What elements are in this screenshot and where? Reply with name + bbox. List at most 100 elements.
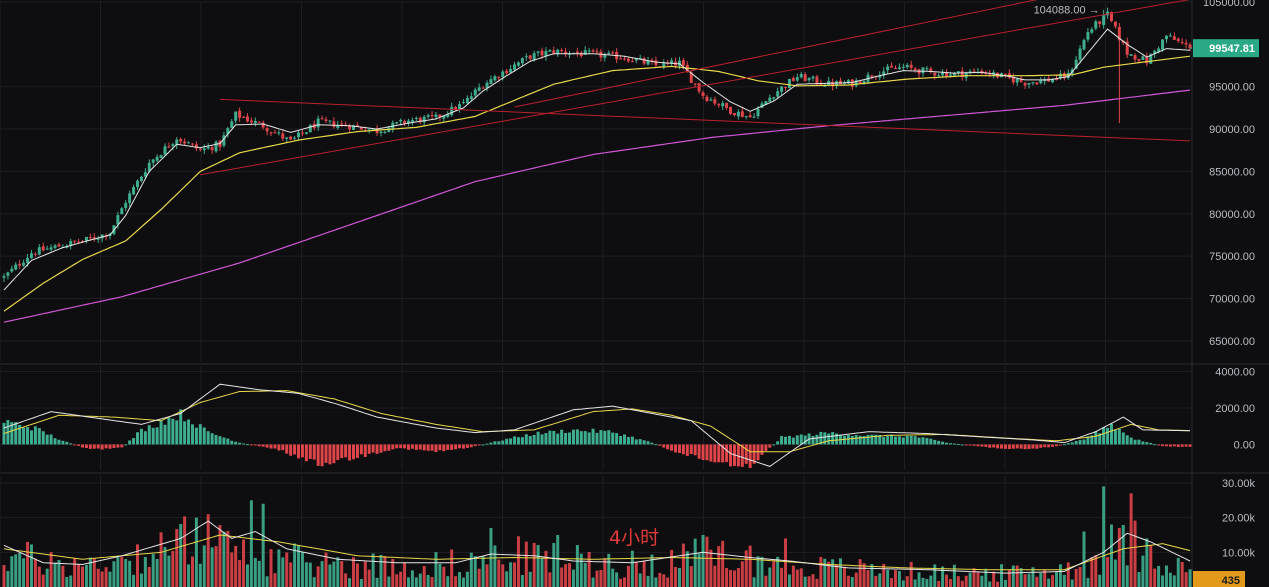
volume-bar [513, 562, 517, 587]
candle-body [803, 74, 807, 82]
macd-bar [132, 438, 136, 445]
volume-bar [163, 547, 167, 587]
macd-bar [359, 444, 363, 455]
volume-bar [858, 559, 862, 587]
macd-bar [100, 444, 104, 450]
macd-bar [312, 444, 316, 460]
volume-bar [1137, 572, 1141, 587]
candle-body [332, 121, 336, 127]
volume-bar [320, 561, 324, 587]
macd-bar [14, 422, 18, 445]
volume-bar [835, 564, 839, 587]
volume-bar [709, 549, 713, 587]
candle-body [1125, 41, 1129, 55]
volume-bars [2, 486, 1192, 587]
candle-body [638, 57, 642, 59]
macd-bar [520, 437, 524, 445]
volume-bar [426, 574, 430, 587]
macd-bar [564, 433, 568, 445]
macd-bar [1011, 444, 1015, 449]
volume-bar [41, 574, 45, 587]
macd-bar [705, 444, 709, 461]
macd-bar [143, 431, 147, 445]
volume-bar [155, 559, 159, 587]
macd-bar [1058, 444, 1062, 446]
macd-bar [222, 437, 226, 445]
volume-ma-slow-line [3, 534, 1191, 571]
macd-bar [1019, 444, 1023, 449]
volume-bar [226, 530, 230, 587]
macd-bar [992, 444, 996, 448]
macd-bar [960, 444, 964, 446]
candle-body [1062, 73, 1066, 79]
candle-body [308, 125, 312, 133]
volume-bar [1019, 568, 1023, 587]
candle-body [1086, 32, 1090, 40]
candle-body [1039, 80, 1043, 84]
candle-body [524, 56, 528, 58]
volume-bar [650, 554, 654, 587]
candle-body [33, 253, 37, 255]
volume-bar [261, 503, 265, 587]
volume-axis-tick: 20.00k [1222, 513, 1256, 525]
volume-bar [1141, 555, 1145, 587]
volume-bar [1039, 573, 1043, 587]
macd-bar [736, 444, 740, 467]
macd-bar [147, 425, 151, 445]
volume-bar [933, 564, 937, 587]
candle-body [890, 65, 894, 68]
candle-body [395, 122, 399, 124]
candle-body [29, 253, 33, 259]
macd-bar [972, 444, 976, 446]
macd-bar [862, 436, 866, 445]
candle-body [434, 114, 438, 117]
candle-body [619, 58, 623, 60]
candle-body [732, 113, 736, 116]
macd-bar [980, 444, 984, 447]
macd-bar [65, 441, 69, 445]
macd-bar [367, 444, 371, 454]
candle-body [481, 87, 485, 89]
candle-body [485, 82, 489, 89]
candle-body [921, 67, 925, 74]
volume-bar [194, 517, 198, 587]
macd-bar [701, 444, 705, 461]
macd-bar [1117, 428, 1121, 445]
candle-body [383, 131, 387, 133]
trendline [219, 98, 1191, 142]
candle-body [862, 81, 866, 84]
volume-bar [355, 563, 359, 587]
macd-bar [261, 444, 265, 447]
macd-bar [842, 435, 846, 445]
macd-bar [22, 427, 26, 445]
macd-bar [787, 435, 791, 445]
macd-bar [450, 444, 454, 450]
macd-bar [1168, 444, 1172, 447]
candle-body [1106, 11, 1110, 16]
candle-body [100, 234, 104, 239]
volume-bar [544, 550, 548, 587]
volume-bar [552, 543, 556, 587]
macd-bar [438, 444, 442, 451]
macd-bar [630, 436, 634, 445]
volume-bar [1098, 574, 1102, 587]
macd-bar [1137, 439, 1141, 445]
macd-bar [748, 444, 752, 469]
volume-bar [1149, 545, 1153, 587]
candle-body [438, 114, 442, 118]
candle-body [49, 247, 53, 250]
candle-body [422, 116, 426, 123]
macd-bar [81, 444, 85, 448]
macd-bar [1086, 436, 1090, 445]
macd-bar [901, 437, 905, 445]
candle-body [171, 144, 175, 146]
candle-body [941, 72, 945, 76]
macd-bar [835, 433, 839, 445]
macd-bar [780, 436, 784, 445]
macd-bar [988, 444, 992, 448]
candle-body [505, 70, 509, 74]
macd-bar [422, 444, 426, 451]
volume-bar [112, 561, 116, 587]
macd-bar [756, 444, 760, 461]
